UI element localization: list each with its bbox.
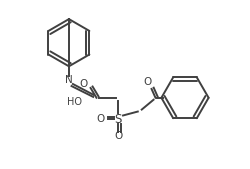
Text: N: N — [65, 75, 73, 85]
Text: O: O — [114, 131, 122, 141]
Text: O: O — [144, 77, 152, 87]
Text: HO: HO — [67, 97, 82, 107]
Text: O: O — [80, 79, 88, 89]
Text: S: S — [114, 113, 122, 126]
Text: O: O — [96, 114, 104, 124]
